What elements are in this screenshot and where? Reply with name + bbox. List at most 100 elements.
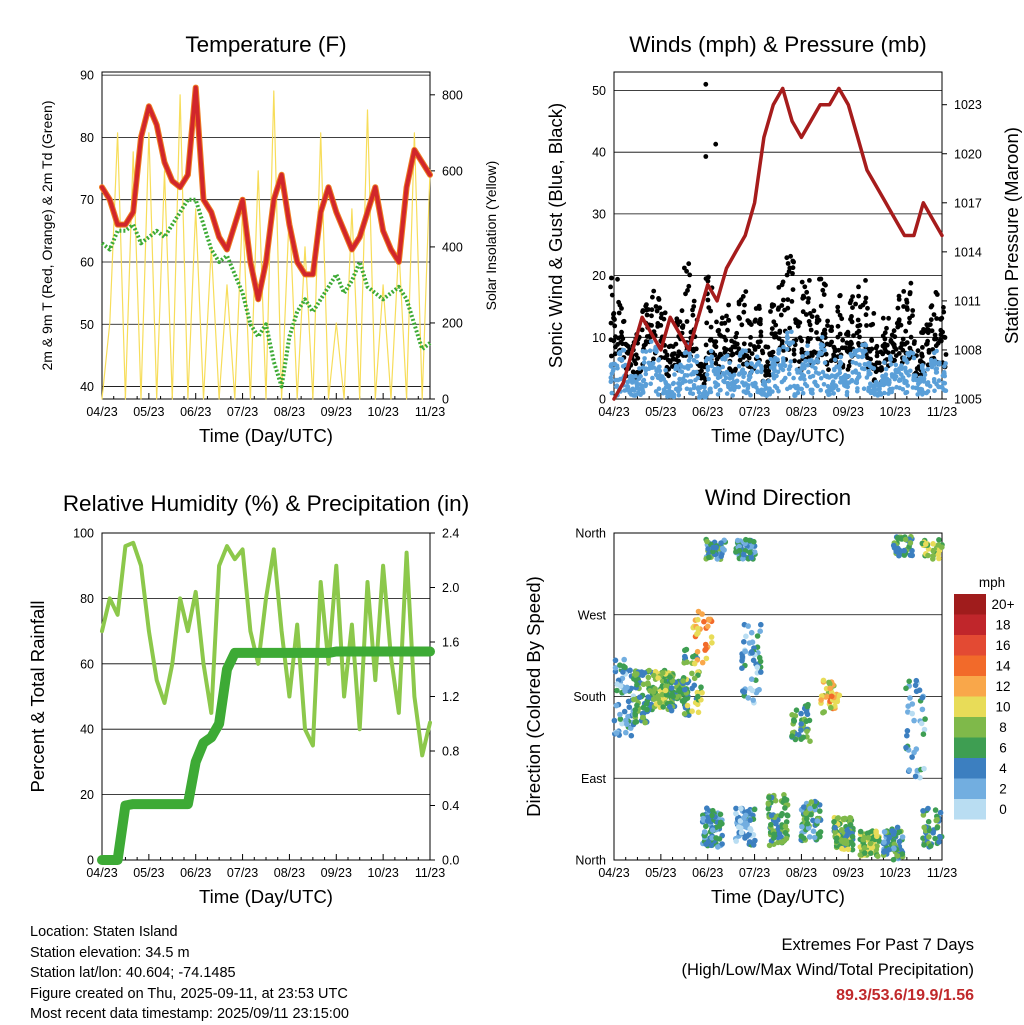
direction-point bbox=[738, 829, 745, 836]
wind-point bbox=[628, 373, 634, 379]
wind-point bbox=[728, 387, 733, 392]
gust-point bbox=[703, 154, 709, 159]
gust-point bbox=[722, 350, 728, 355]
direction-point bbox=[781, 795, 788, 802]
direction-point bbox=[843, 838, 850, 844]
gust-point bbox=[817, 276, 822, 282]
gust-point bbox=[869, 338, 875, 343]
direction-point bbox=[703, 823, 709, 830]
gust-point bbox=[931, 312, 937, 317]
series-rh-line bbox=[100, 540, 432, 758]
wind-point bbox=[656, 392, 661, 397]
y2-tick-label: 1014 bbox=[954, 245, 982, 259]
direction-point bbox=[930, 553, 936, 559]
direction-point bbox=[920, 731, 927, 737]
gust-point bbox=[612, 317, 617, 322]
direction-point bbox=[902, 536, 909, 543]
wind-point bbox=[806, 369, 811, 375]
gust-point bbox=[825, 318, 830, 324]
wind-point bbox=[720, 364, 725, 370]
wind-point bbox=[661, 377, 667, 382]
gust-point bbox=[792, 358, 797, 364]
direction-point bbox=[612, 657, 619, 664]
direction-point bbox=[798, 710, 804, 717]
wind-point bbox=[677, 376, 682, 382]
direction-point bbox=[894, 824, 901, 831]
gust-point bbox=[672, 351, 677, 356]
gust-point bbox=[675, 353, 681, 359]
gust-point bbox=[905, 307, 910, 312]
y2-tick-label: 2.0 bbox=[442, 581, 459, 595]
y-tick-label: 80 bbox=[80, 592, 94, 606]
wind-point bbox=[720, 356, 725, 362]
direction-point bbox=[694, 648, 701, 655]
wind-point bbox=[772, 358, 777, 364]
wind-point bbox=[800, 362, 805, 367]
wind-point bbox=[820, 369, 826, 375]
gust-point bbox=[795, 323, 801, 329]
direction-point bbox=[757, 658, 764, 665]
series-direction-points bbox=[611, 533, 945, 863]
wind-point bbox=[867, 363, 873, 369]
wind-point bbox=[791, 383, 797, 389]
legend-swatch bbox=[954, 655, 986, 676]
gust-point bbox=[676, 358, 681, 364]
gust-point bbox=[639, 327, 645, 333]
gust-point bbox=[807, 322, 813, 328]
gust-point bbox=[611, 338, 616, 344]
y-tick-label: North bbox=[575, 854, 606, 868]
gust-point bbox=[756, 344, 761, 350]
gust-point bbox=[698, 361, 704, 367]
wind-point bbox=[871, 366, 877, 371]
direction-point bbox=[754, 664, 761, 670]
wind-point bbox=[866, 388, 871, 394]
gust-point bbox=[736, 301, 742, 307]
direction-point bbox=[765, 806, 772, 812]
wind-point bbox=[691, 358, 697, 363]
direction-point bbox=[936, 537, 942, 543]
gust-point bbox=[924, 341, 930, 347]
wind-point bbox=[764, 386, 770, 391]
gust-point bbox=[907, 315, 912, 321]
gust-point bbox=[737, 316, 742, 321]
x-tick-label: 10/23 bbox=[880, 405, 911, 419]
direction-point bbox=[873, 828, 879, 835]
direction-point bbox=[689, 685, 695, 692]
direction-point bbox=[691, 660, 698, 667]
wind-point bbox=[754, 385, 759, 390]
wind-point bbox=[905, 383, 910, 388]
gust-point bbox=[802, 284, 808, 290]
gust-point bbox=[791, 347, 797, 353]
direction-point bbox=[927, 843, 934, 849]
gust-point bbox=[746, 355, 752, 361]
gust-point bbox=[932, 332, 938, 338]
direction-point bbox=[741, 639, 747, 645]
wind-point bbox=[824, 374, 830, 380]
legend-label: 6 bbox=[999, 741, 1007, 756]
gust-point bbox=[649, 313, 654, 319]
gust-point bbox=[907, 291, 913, 297]
direction-point bbox=[793, 707, 800, 713]
direction-point bbox=[699, 611, 705, 617]
legend-label: 12 bbox=[995, 679, 1010, 694]
wind-point bbox=[781, 344, 786, 350]
x-tick-label: 11/23 bbox=[927, 866, 957, 880]
wind-point bbox=[903, 358, 909, 363]
wind-point bbox=[913, 385, 919, 391]
wind-point bbox=[746, 373, 752, 379]
gust-point bbox=[621, 319, 626, 325]
y-tick-label: 20 bbox=[592, 269, 606, 283]
gust-point bbox=[884, 325, 889, 331]
wind-point bbox=[782, 363, 788, 369]
direction-point bbox=[801, 804, 807, 810]
direction-point bbox=[632, 707, 639, 713]
direction-point bbox=[716, 823, 723, 829]
gust-point bbox=[674, 316, 680, 322]
direction-point bbox=[699, 690, 705, 696]
wind-point bbox=[770, 389, 775, 394]
legend-label: 20+ bbox=[992, 597, 1015, 612]
gust-point bbox=[667, 359, 673, 365]
gust-point bbox=[785, 305, 791, 311]
direction-point bbox=[682, 696, 688, 702]
gust-point bbox=[690, 312, 696, 318]
